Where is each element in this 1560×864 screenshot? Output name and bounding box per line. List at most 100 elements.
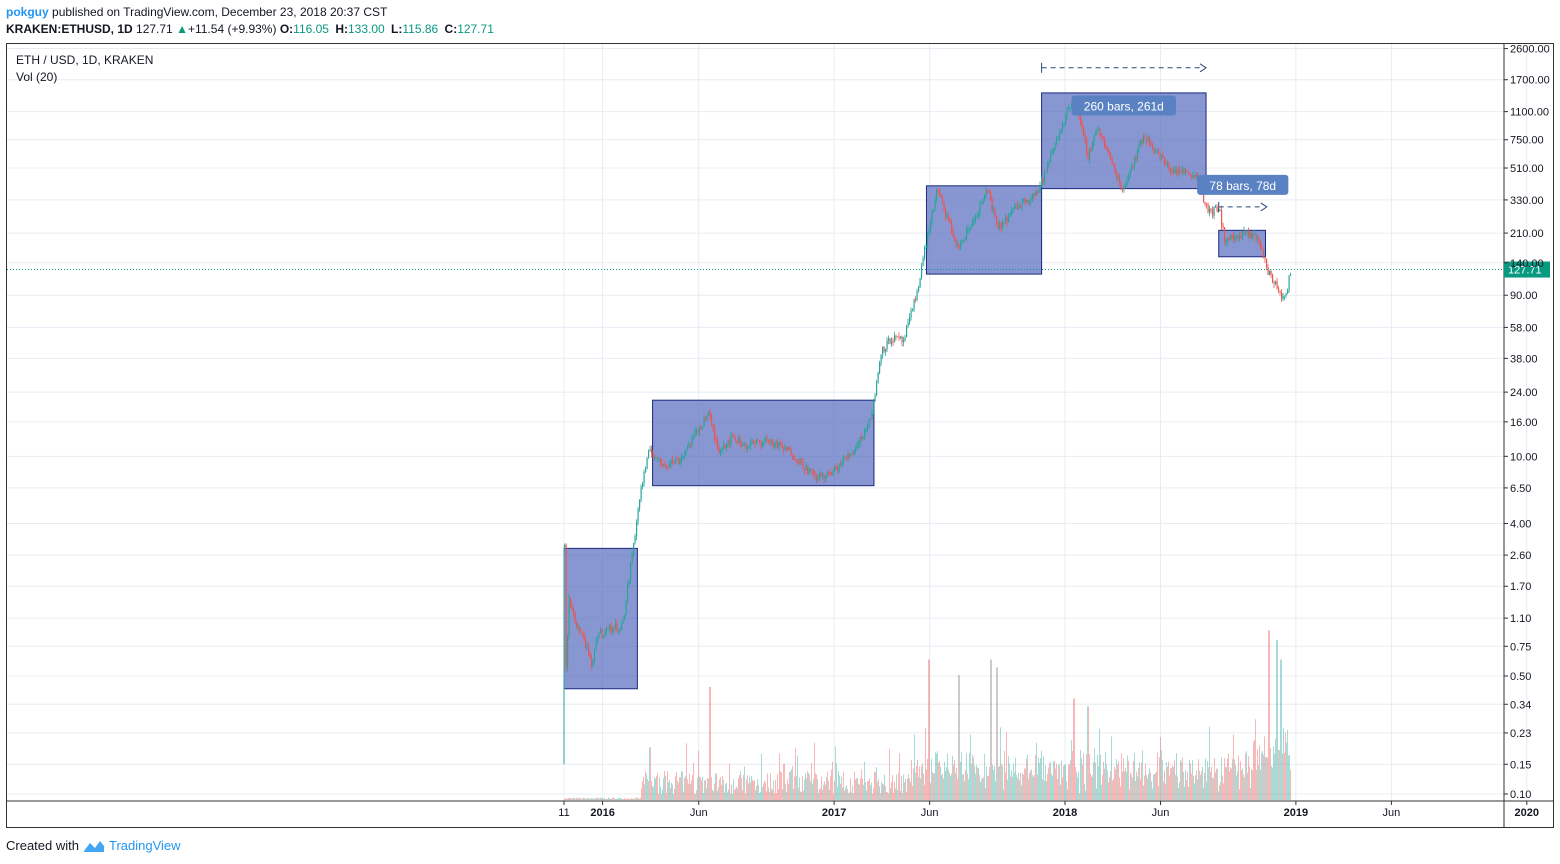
candle-body — [976, 216, 978, 218]
volume-bar — [822, 789, 823, 800]
volume-bar — [577, 798, 578, 800]
volume-bar — [1266, 756, 1267, 800]
volume-bar — [880, 793, 881, 800]
volume-bar — [1252, 770, 1253, 800]
volume-bar — [959, 675, 960, 800]
close-key: C: — [444, 22, 458, 36]
volume-bar — [1196, 770, 1197, 800]
volume-bar — [780, 771, 781, 800]
candle-body — [772, 440, 774, 448]
volume-bar — [1183, 771, 1184, 800]
candle-body — [1119, 176, 1121, 183]
candle-body — [1189, 173, 1191, 175]
candle-body — [873, 400, 875, 414]
candle-body — [568, 597, 570, 637]
tradingview-brand[interactable]: TradingView — [108, 838, 181, 853]
volume-bar — [1105, 751, 1106, 800]
candle-body — [763, 441, 765, 443]
candle-body — [1278, 288, 1280, 291]
volume-bar — [929, 659, 930, 800]
volume-bar — [837, 787, 838, 800]
author-name[interactable]: pokguy — [6, 5, 49, 19]
volume-bar — [928, 659, 929, 800]
volume-bar — [916, 765, 917, 800]
volume-bar — [812, 783, 813, 800]
volume-bar — [999, 765, 1000, 800]
candle-body — [720, 450, 722, 454]
volume-bar — [995, 780, 996, 800]
candle-body — [1221, 209, 1223, 226]
volume-bar — [688, 783, 689, 800]
price-chart[interactable]: 127.71 260 bars, 261d 78 bars, 78d 2600.00 1… — [7, 44, 1553, 827]
volume-bar — [752, 779, 753, 800]
volume-bar — [906, 791, 907, 800]
candle-body — [1290, 274, 1292, 276]
volume-bar — [949, 772, 950, 800]
candle-body — [1087, 152, 1089, 160]
volume-bar — [742, 790, 743, 800]
volume-bar — [1063, 765, 1064, 800]
candle-body — [1276, 281, 1278, 289]
volume-bar — [818, 792, 819, 800]
volume-bar — [681, 771, 682, 800]
volume-bar — [705, 779, 706, 800]
volume-bar — [882, 783, 883, 800]
candle-body — [1093, 135, 1095, 143]
candle-body — [757, 440, 759, 441]
candle-body — [1161, 155, 1163, 158]
volume-bar — [962, 774, 963, 800]
candle-body — [1060, 129, 1062, 134]
volume-bar — [1164, 770, 1165, 800]
volume-bar — [1253, 741, 1254, 800]
volume-bar — [1285, 732, 1286, 800]
candle-body — [919, 278, 921, 288]
volume-bar — [685, 775, 686, 800]
last-price-tag — [1504, 261, 1550, 278]
volume-bar — [1081, 757, 1082, 800]
candle-body — [1141, 139, 1143, 144]
volume-bar — [657, 772, 658, 800]
chart-frame[interactable]: 127.71 260 bars, 261d 78 bars, 78d 2600.00 1… — [6, 43, 1554, 828]
volume-bar — [1082, 764, 1083, 800]
candle-body — [879, 362, 881, 373]
volume-bar — [860, 778, 861, 800]
volume-bar — [1108, 782, 1109, 800]
candle-body — [846, 458, 848, 459]
candle-body — [771, 440, 773, 444]
volume-bar — [809, 774, 810, 800]
volume-bar — [641, 788, 642, 800]
candle-body — [1246, 231, 1248, 233]
volume-bar — [1203, 787, 1204, 800]
volume-bar — [765, 782, 766, 800]
candle-body — [984, 195, 986, 199]
volume-bar — [1279, 749, 1280, 800]
candle-body — [574, 613, 576, 624]
candle-body — [958, 243, 960, 250]
volume-bar — [730, 793, 731, 800]
volume-bar — [855, 779, 856, 800]
volume-bar — [1078, 771, 1079, 800]
volume-bar — [1142, 750, 1143, 800]
volume-bar — [1166, 762, 1167, 800]
candle-body — [1261, 247, 1263, 250]
volume-bar — [965, 770, 966, 800]
candle-body — [679, 460, 681, 464]
volume-bar — [784, 763, 785, 800]
candle-body — [805, 465, 807, 471]
candle-body — [667, 465, 669, 467]
volume-bar — [680, 777, 681, 800]
volume-bar — [609, 798, 610, 800]
volume-bar — [716, 773, 717, 800]
volume-bar — [1193, 775, 1194, 800]
volume-bar — [1157, 752, 1158, 800]
candle-body — [1006, 216, 1008, 222]
volume-bar — [852, 785, 853, 800]
volume-bar — [1047, 773, 1048, 800]
candle-body — [673, 462, 675, 464]
volume-bar — [704, 780, 705, 800]
volume-bar — [857, 777, 858, 800]
candle-body — [1228, 238, 1230, 240]
volume-bar — [828, 780, 829, 800]
volume-bar — [1070, 760, 1071, 800]
candle-body — [909, 317, 911, 323]
